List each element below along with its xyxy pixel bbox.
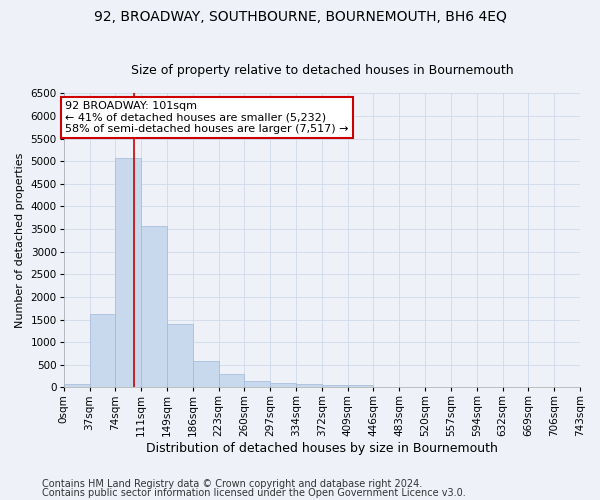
Bar <box>296 384 322 388</box>
Title: Size of property relative to detached houses in Bournemouth: Size of property relative to detached ho… <box>131 64 513 77</box>
Bar <box>167 324 193 388</box>
Text: Contains public sector information licensed under the Open Government Licence v3: Contains public sector information licen… <box>42 488 466 498</box>
Y-axis label: Number of detached properties: Number of detached properties <box>15 152 25 328</box>
Bar <box>244 380 270 388</box>
Text: 92 BROADWAY: 101sqm
← 41% of detached houses are smaller (5,232)
58% of semi-det: 92 BROADWAY: 101sqm ← 41% of detached ho… <box>65 101 349 134</box>
Bar <box>115 158 141 388</box>
X-axis label: Distribution of detached houses by size in Bournemouth: Distribution of detached houses by size … <box>146 442 498 455</box>
Bar <box>141 226 167 388</box>
Bar <box>218 374 244 388</box>
Text: 92, BROADWAY, SOUTHBOURNE, BOURNEMOUTH, BH6 4EQ: 92, BROADWAY, SOUTHBOURNE, BOURNEMOUTH, … <box>94 10 506 24</box>
Bar <box>322 384 347 388</box>
Bar <box>347 385 373 388</box>
Bar <box>270 382 296 388</box>
Text: Contains HM Land Registry data © Crown copyright and database right 2024.: Contains HM Land Registry data © Crown c… <box>42 479 422 489</box>
Bar <box>193 360 218 388</box>
Bar <box>89 314 115 388</box>
Bar <box>64 384 89 388</box>
